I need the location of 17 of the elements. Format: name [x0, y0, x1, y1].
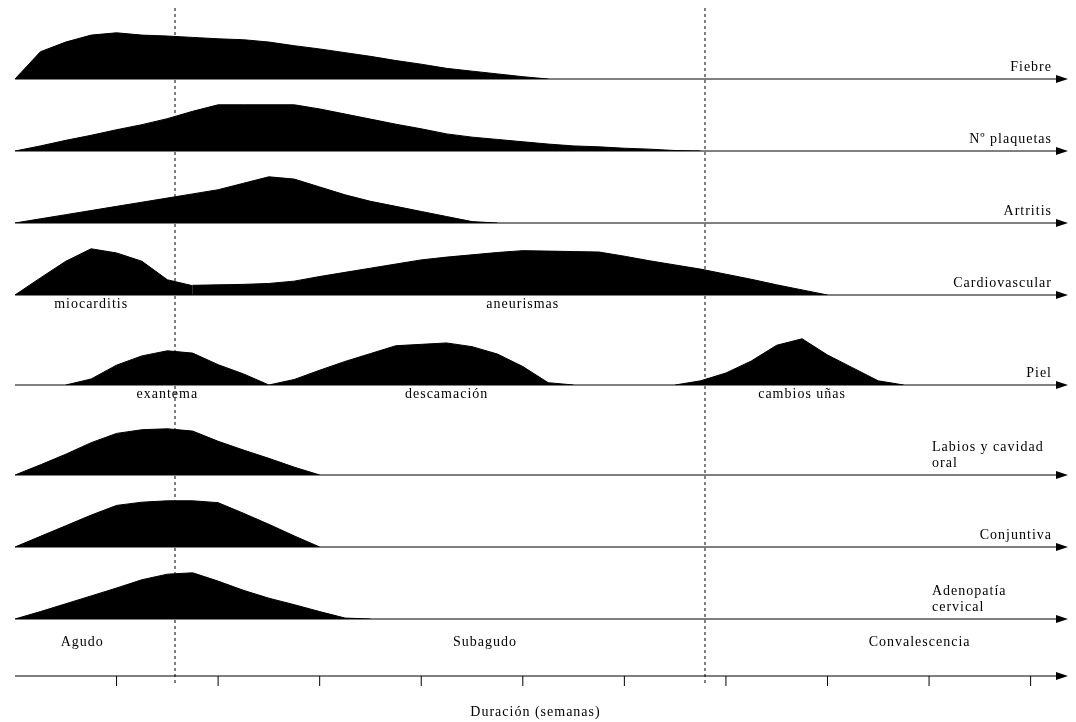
text: Fiebre: [1010, 59, 1052, 75]
text: Piel: [1026, 365, 1052, 381]
text: Nº plaquetas: [969, 131, 1052, 147]
text: Subagudo: [453, 634, 517, 650]
text: Conjuntiva: [979, 527, 1052, 543]
series-label: descamación: [404, 386, 489, 402]
series-label: aneurismas: [486, 296, 560, 312]
series-label: cambios uñas: [758, 386, 847, 402]
text: Agudo: [60, 634, 104, 650]
text: Cardiovascular: [953, 275, 1052, 291]
x-axis-title: Duración (semanas): [470, 704, 601, 720]
text: Adenopatía cervical: [932, 583, 1008, 615]
text: Artritis: [1003, 203, 1052, 219]
series-label: exantema: [136, 386, 199, 402]
series-label: miocarditis: [54, 296, 129, 312]
text: Convalescencia: [868, 634, 971, 650]
text: Labios y cavidad oral: [932, 439, 1045, 471]
